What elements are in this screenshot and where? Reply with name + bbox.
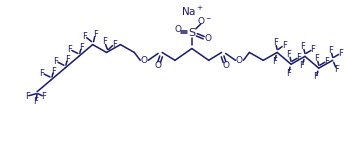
Text: F: F: [338, 49, 343, 58]
Text: F: F: [282, 41, 286, 50]
Text: F: F: [315, 54, 319, 63]
Text: F: F: [297, 53, 301, 62]
Text: F: F: [112, 40, 117, 49]
Text: S: S: [188, 28, 195, 38]
Text: F: F: [273, 38, 277, 47]
Text: F: F: [93, 30, 98, 39]
Text: F: F: [25, 92, 30, 101]
Text: F: F: [42, 92, 46, 101]
Text: F: F: [324, 57, 329, 66]
Text: O: O: [155, 61, 162, 70]
Text: F: F: [328, 46, 333, 55]
Text: F: F: [65, 55, 70, 64]
Text: F: F: [310, 45, 315, 54]
Text: F: F: [67, 45, 72, 54]
Text: F: F: [40, 69, 45, 78]
Text: O$^-$: O$^-$: [197, 15, 212, 26]
Text: O: O: [141, 56, 148, 65]
Text: F: F: [54, 57, 58, 66]
Text: O: O: [174, 25, 181, 34]
Text: F: F: [286, 69, 291, 78]
Text: F: F: [33, 97, 38, 106]
Text: F: F: [313, 73, 318, 82]
Text: F: F: [79, 43, 84, 52]
Text: F: F: [334, 65, 339, 74]
Text: O: O: [222, 61, 229, 70]
Text: F: F: [300, 61, 304, 70]
Text: F: F: [272, 57, 276, 66]
Text: O: O: [236, 56, 243, 65]
Text: F: F: [102, 37, 107, 46]
Text: O: O: [204, 34, 211, 43]
Text: F: F: [286, 50, 291, 59]
Text: F: F: [82, 32, 87, 41]
Text: F: F: [301, 42, 306, 51]
Text: Na$^+$: Na$^+$: [181, 5, 204, 18]
Text: F: F: [52, 67, 56, 76]
